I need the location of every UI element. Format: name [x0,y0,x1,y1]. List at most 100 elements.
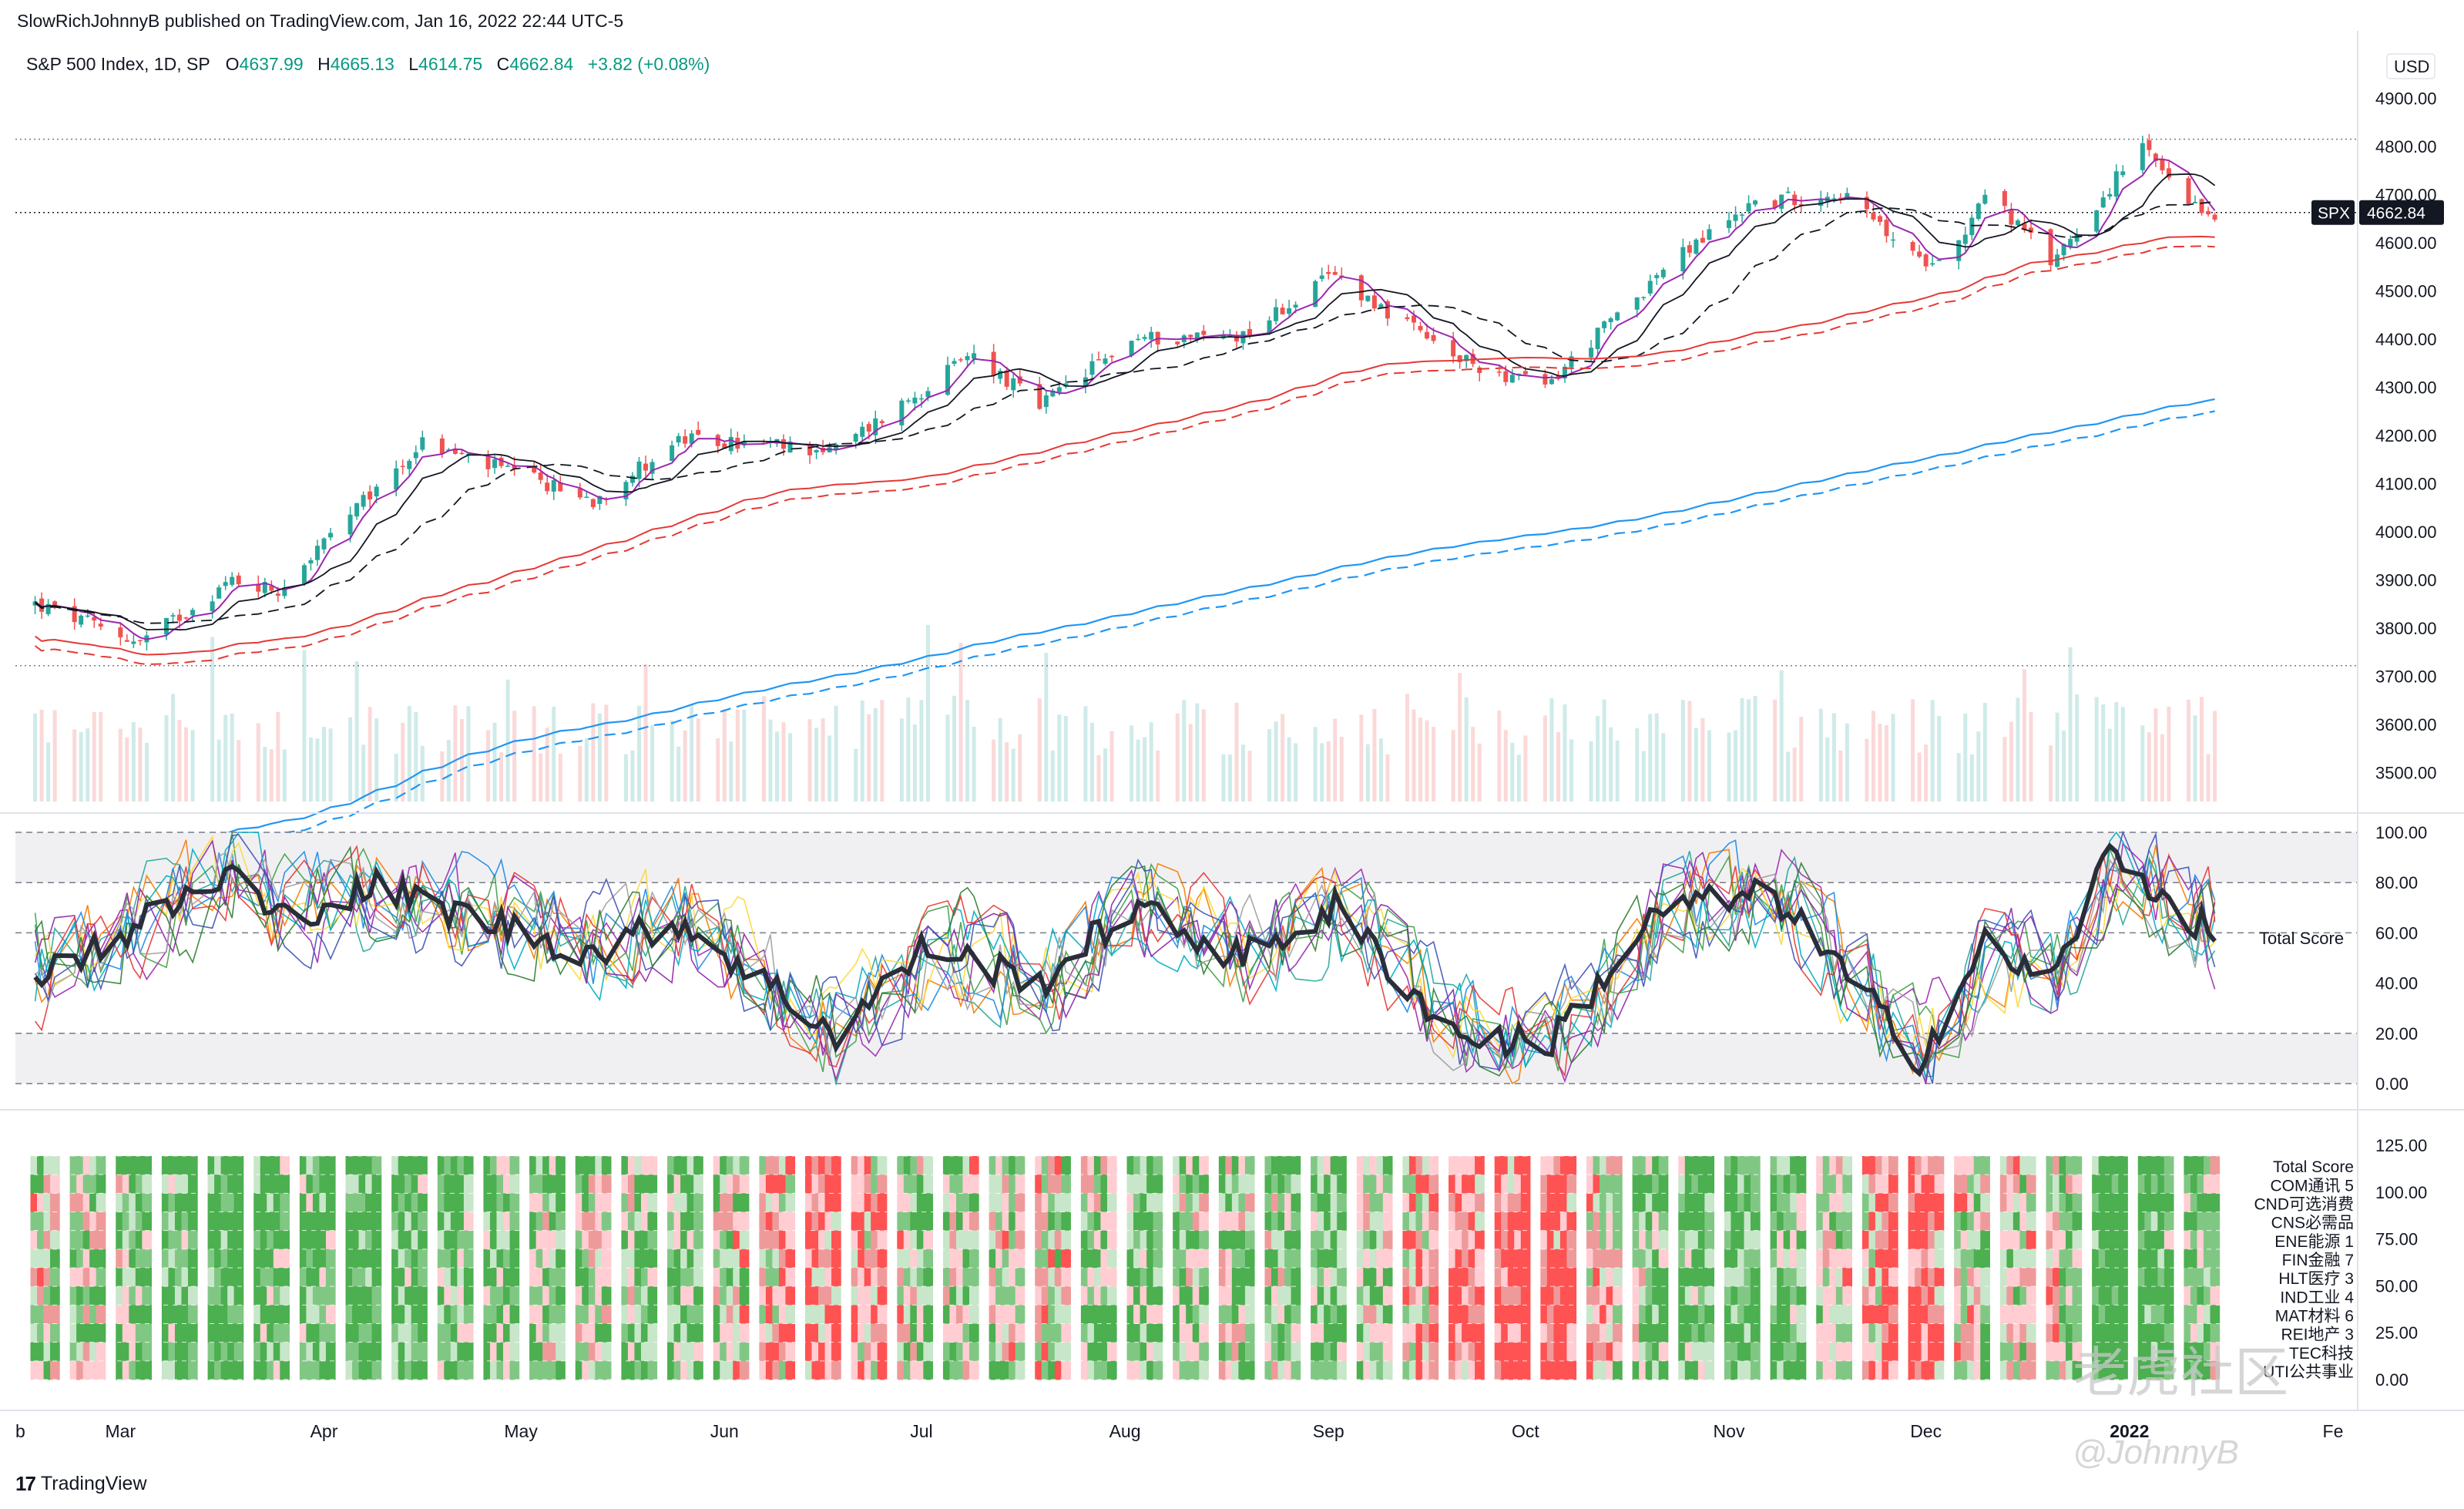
heat-cell [50,1360,60,1380]
heat-row-label: REI地产 3 [2281,1326,2354,1344]
heat-cell [1704,1268,1715,1287]
heat-cell [325,1286,336,1306]
heat-cell [693,1249,703,1269]
volume-bar [269,749,274,802]
candle-body [1017,376,1022,384]
volume-bar [690,704,694,802]
heat-cell [1291,1175,1301,1194]
candle-body [1332,271,1338,275]
ohlc-legend[interactable]: S&P 500 Index, 1D, SP O4637.99 H4665.13 … [26,54,710,75]
heat-cell [693,1212,703,1232]
currency-label: USD [2394,57,2429,76]
volume-bar [1792,747,1797,802]
candle-body [492,459,498,469]
price-tick-label: 3500.00 [2375,764,2437,783]
volume-bar [401,722,405,802]
heat-cell [877,1323,888,1343]
volume-bar [591,703,596,802]
heat-cell [1520,1156,1531,1175]
heat-cell [418,1193,428,1212]
score-tick-label: 100.00 [2375,823,2427,842]
heat-cell [1291,1342,1301,1362]
heat-cell [463,1175,474,1194]
volume-bar [1911,699,1915,802]
heat-cell [371,1230,382,1250]
volume-bar [906,697,911,802]
heat-cell [1888,1230,1898,1250]
heat-cell [1153,1268,1163,1287]
time-tick-label: Apr [311,1421,338,1441]
heat-cell [831,1156,841,1175]
candle-body [2113,171,2119,197]
candle-body [439,438,445,454]
heat-cell [1015,1156,1026,1175]
heat-cell [647,1342,658,1362]
price-tick-label: 3600.00 [2375,715,2437,734]
heat-cell [556,1193,566,1212]
heat-cell [647,1286,658,1306]
volume-bar [1195,703,1200,802]
candle-body [1831,198,1837,200]
candle-body [2120,171,2126,176]
heat-cell [1244,1156,1255,1175]
heat-cell [2072,1323,2083,1343]
heat-cell [1337,1323,1347,1343]
heat-cell [1842,1156,1852,1175]
volume-bar [1641,751,1646,802]
candle-body [98,623,103,627]
volume-bar [1969,754,1974,802]
heat-cell [969,1249,979,1269]
heat-cell [923,1156,934,1175]
heat-cell [1566,1360,1577,1380]
heat-cell [1796,1323,1807,1343]
heat-cell [969,1193,979,1212]
candle-body [643,463,649,471]
heat-cell [2164,1230,2174,1250]
candle-body [2193,201,2198,203]
volume-bar [1740,697,1744,802]
heat-cell [1888,1323,1898,1343]
volume-bar [217,739,221,802]
time-tick-label: 2022 [2110,1421,2149,1441]
heat-cell [233,1305,244,1324]
candle-body [374,486,379,497]
candle-body [118,627,123,637]
heat-cell [371,1286,382,1306]
heat-cell [325,1268,336,1287]
time-tick-label: May [504,1421,538,1441]
heat-cell [142,1360,152,1380]
volume-bar [1497,711,1502,802]
heat-cell [923,1360,934,1380]
heat-cell [1888,1268,1898,1287]
candle-body [1654,274,1660,278]
heat-cell [1153,1286,1163,1306]
heat-tick-label: 50.00 [2375,1276,2418,1296]
heat-cell [1704,1193,1715,1212]
tradingview-footer[interactable]: 17 TradingView [15,1472,147,1496]
volume-bar [512,711,517,802]
heat-cell [831,1323,841,1343]
candle-body [1785,191,1791,193]
heat-cell [1153,1156,1163,1175]
volume-bar [2055,712,2059,802]
ma-10-line [35,173,2216,631]
price-pane [15,133,2358,860]
volume-bar [965,700,970,802]
symbol-tag-text: SPX [2318,205,2350,223]
heat-cell [969,1268,979,1287]
high-label: H [317,54,331,74]
volume-bar [1240,744,1245,802]
heat-cell [418,1230,428,1250]
volume-bar [2114,702,2119,802]
volume-bar [118,728,123,802]
candle-body [958,359,964,361]
heat-cell [2026,1193,2036,1212]
heat-cell [1980,1212,1990,1232]
candle-body [1319,275,1324,279]
heat-cell [647,1156,658,1175]
candle-body [1660,269,1666,277]
heat-cell [601,1342,612,1362]
volume-bar [99,712,103,802]
heat-cell [1244,1230,1255,1250]
